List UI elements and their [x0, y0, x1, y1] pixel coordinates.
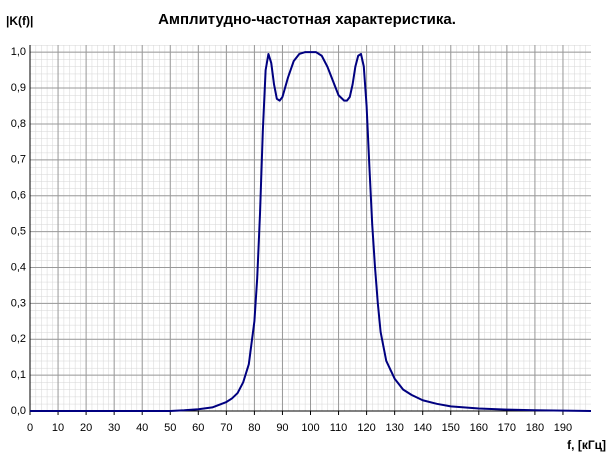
x-axis-label: f, [кГц]	[567, 438, 606, 452]
x-tick-label: 70	[220, 422, 232, 434]
x-tick-label: 140	[414, 422, 432, 434]
y-tick-label: 0,0	[11, 405, 26, 417]
chart-title: Амплитудно-частотная характеристика.	[158, 11, 456, 28]
x-tick-label: 180	[526, 422, 544, 434]
x-tick-label: 50	[164, 422, 176, 434]
data-line	[30, 51, 592, 412]
y-tick-label: 0,7	[11, 154, 26, 166]
y-axis-label: |K(f)|	[6, 14, 33, 28]
plot	[30, 51, 592, 412]
x-tick-label: 150	[442, 422, 460, 434]
x-tick-label: 130	[385, 422, 403, 434]
x-tick-label: 190	[554, 422, 572, 434]
y-tick-label: 1,0	[11, 46, 26, 58]
y-tick-label: 0,4	[11, 261, 26, 273]
grid: 0,0 0,1 0,2 0,3 0,4 0,5 0,6 0,7 0,8 0,9 1,0 0 10 20 30…	[11, 45, 591, 434]
y-tick-label: 0,9	[11, 82, 26, 94]
x-tick-label: 0	[27, 422, 33, 434]
y-tick-label: 0,5	[11, 225, 26, 237]
y-tick-label: 0,3	[11, 297, 26, 309]
x-tick-label: 170	[498, 422, 516, 434]
y-tick-label: 0,6	[11, 190, 26, 202]
x-tick-label: 90	[276, 422, 288, 434]
x-tick-label: 120	[357, 422, 375, 434]
x-tick-label: 10	[52, 422, 64, 434]
x-tick-label: 80	[248, 422, 260, 434]
x-tick-label: 160	[470, 422, 488, 434]
x-tick-label: 20	[80, 422, 92, 434]
y-tick-label: 0,2	[11, 333, 26, 345]
x-tick-label: 60	[192, 422, 204, 434]
y-tick-label: 0,8	[11, 118, 26, 130]
x-tick-label: 110	[330, 422, 348, 434]
x-tick-label: 40	[136, 422, 148, 434]
y-tick-label: 0,1	[11, 369, 26, 381]
x-tick-label: 100	[301, 422, 319, 434]
x-tick-label: 30	[108, 422, 120, 434]
